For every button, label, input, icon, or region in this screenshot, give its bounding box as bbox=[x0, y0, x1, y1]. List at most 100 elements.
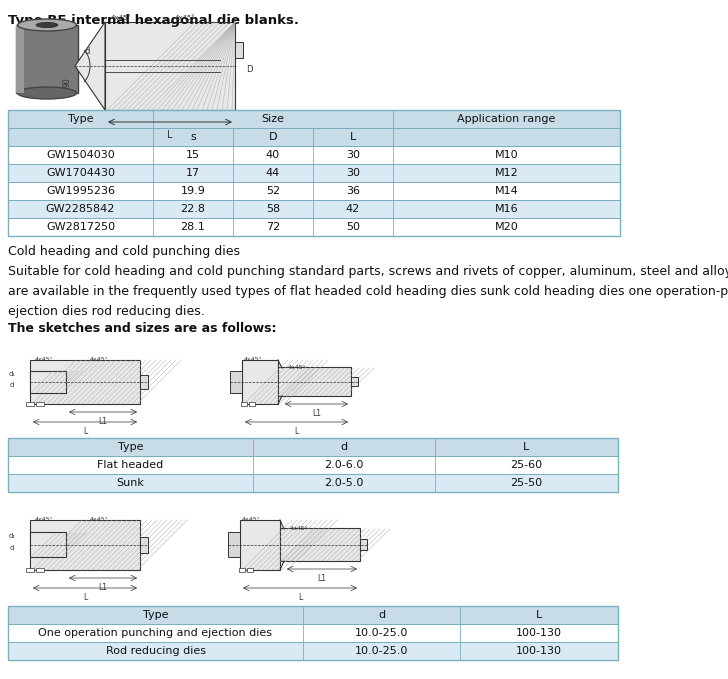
Text: 100-130: 100-130 bbox=[516, 646, 562, 656]
Text: 10.0-25.0: 10.0-25.0 bbox=[355, 646, 408, 656]
Text: d: d bbox=[9, 382, 14, 388]
Bar bbox=[280, 528, 360, 561]
Text: L1: L1 bbox=[98, 583, 108, 592]
Text: 90: 90 bbox=[63, 77, 71, 87]
Text: M14: M14 bbox=[494, 186, 518, 196]
Text: 52: 52 bbox=[266, 186, 280, 196]
Text: 4x45°: 4x45° bbox=[244, 357, 263, 362]
Bar bbox=[8, 182, 620, 200]
Text: 100-130: 100-130 bbox=[516, 628, 562, 638]
Text: 4x45°: 4x45° bbox=[90, 357, 108, 362]
Text: 19.9: 19.9 bbox=[181, 186, 205, 196]
Text: Flat headed: Flat headed bbox=[98, 460, 164, 470]
Bar bbox=[242, 360, 278, 404]
Text: GW2817250: GW2817250 bbox=[46, 222, 115, 232]
Text: 2.0-6.0: 2.0-6.0 bbox=[324, 460, 364, 470]
Text: Type BF internal hexagonal die blanks.: Type BF internal hexagonal die blanks. bbox=[8, 14, 299, 27]
Text: GW1704430: GW1704430 bbox=[46, 168, 115, 178]
Bar bbox=[228, 532, 240, 557]
Bar bbox=[8, 146, 620, 164]
Text: L: L bbox=[523, 442, 530, 452]
Bar bbox=[241, 402, 247, 406]
Bar bbox=[16, 25, 78, 93]
Bar bbox=[8, 642, 618, 660]
Text: L: L bbox=[350, 132, 356, 142]
Text: M16: M16 bbox=[495, 204, 518, 214]
Text: Application range: Application range bbox=[457, 114, 555, 124]
Text: L: L bbox=[83, 593, 87, 602]
Text: are available in the frequently used types of flat headed cold heading dies sunk: are available in the frequently used typ… bbox=[8, 285, 728, 297]
Text: D: D bbox=[269, 132, 277, 142]
Text: 44: 44 bbox=[266, 168, 280, 178]
Bar bbox=[240, 520, 280, 570]
Bar bbox=[230, 371, 242, 393]
Bar bbox=[239, 568, 245, 572]
Text: L: L bbox=[294, 427, 298, 436]
Text: 30: 30 bbox=[346, 150, 360, 160]
Bar bbox=[247, 568, 253, 572]
Text: 2.0-5.0: 2.0-5.0 bbox=[324, 478, 364, 488]
Text: GW2285842: GW2285842 bbox=[46, 204, 115, 214]
Text: 50: 50 bbox=[346, 222, 360, 232]
Text: L: L bbox=[83, 427, 87, 436]
Text: GW1504030: GW1504030 bbox=[46, 150, 115, 160]
Ellipse shape bbox=[17, 87, 76, 99]
Bar bbox=[8, 218, 620, 236]
Ellipse shape bbox=[17, 19, 76, 31]
Text: 58: 58 bbox=[266, 204, 280, 214]
Text: 4x45°: 4x45° bbox=[111, 15, 132, 21]
Bar bbox=[8, 110, 620, 236]
Text: Suitable for cold heading and cold punching standard parts, screws and rivets of: Suitable for cold heading and cold punch… bbox=[8, 265, 728, 278]
Text: 4x45°: 4x45° bbox=[288, 365, 306, 370]
Bar bbox=[8, 128, 620, 146]
Bar bbox=[8, 438, 618, 492]
Text: 22.8: 22.8 bbox=[181, 204, 205, 214]
Bar bbox=[8, 110, 620, 128]
Text: The sketches and sizes are as follows:: The sketches and sizes are as follows: bbox=[8, 323, 277, 335]
Text: d: d bbox=[84, 48, 90, 56]
Text: d: d bbox=[9, 545, 14, 551]
Text: 28.1: 28.1 bbox=[181, 222, 205, 232]
Bar bbox=[8, 606, 618, 660]
Text: M12: M12 bbox=[494, 168, 518, 178]
Text: Type: Type bbox=[118, 442, 143, 452]
Text: 72: 72 bbox=[266, 222, 280, 232]
Bar bbox=[360, 539, 367, 550]
Ellipse shape bbox=[36, 22, 58, 28]
Text: M10: M10 bbox=[495, 150, 518, 160]
Bar bbox=[351, 377, 358, 386]
Text: 4x45°: 4x45° bbox=[242, 517, 261, 522]
Text: 4x45°: 4x45° bbox=[290, 526, 309, 531]
Bar bbox=[8, 624, 618, 642]
Text: Type: Type bbox=[143, 610, 168, 620]
Text: M20: M20 bbox=[494, 222, 518, 232]
Text: L1: L1 bbox=[312, 409, 321, 418]
Bar bbox=[30, 360, 140, 404]
Bar bbox=[278, 367, 351, 396]
Text: Type: Type bbox=[68, 114, 93, 124]
Bar bbox=[8, 438, 618, 456]
Bar bbox=[8, 200, 620, 218]
Bar bbox=[8, 606, 618, 624]
Bar bbox=[26, 568, 34, 572]
Text: d₁: d₁ bbox=[9, 533, 15, 539]
Text: Sunk: Sunk bbox=[116, 478, 144, 488]
Text: 40: 40 bbox=[266, 150, 280, 160]
Bar bbox=[8, 164, 620, 182]
Bar bbox=[8, 456, 618, 474]
Text: 42: 42 bbox=[346, 204, 360, 214]
Bar bbox=[105, 22, 235, 110]
Bar bbox=[235, 42, 243, 58]
Text: One operation punching and ejection dies: One operation punching and ejection dies bbox=[39, 628, 272, 638]
Text: d: d bbox=[341, 442, 347, 452]
Bar bbox=[140, 537, 148, 553]
Polygon shape bbox=[75, 22, 105, 110]
Text: 10.0-25.0: 10.0-25.0 bbox=[355, 628, 408, 638]
Text: d₁: d₁ bbox=[9, 371, 15, 377]
Text: Size: Size bbox=[261, 114, 285, 124]
Text: GW1995236: GW1995236 bbox=[46, 186, 115, 196]
Text: ejection dies rod reducing dies.: ejection dies rod reducing dies. bbox=[8, 304, 205, 318]
Text: L1: L1 bbox=[317, 574, 326, 583]
Bar bbox=[249, 402, 255, 406]
Text: 15: 15 bbox=[186, 150, 200, 160]
